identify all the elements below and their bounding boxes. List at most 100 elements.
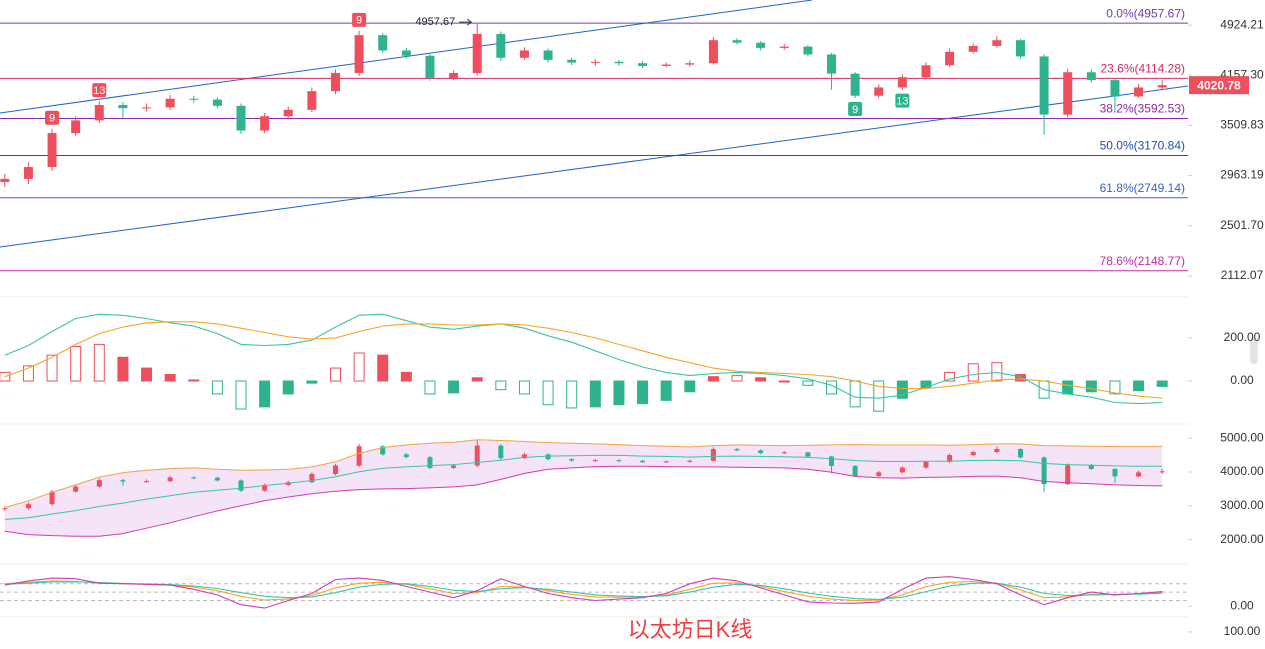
td-marker: 9 [852, 104, 858, 116]
candle-body [212, 99, 222, 106]
mini-candle-body [923, 461, 929, 468]
candle-body [118, 105, 128, 109]
candle-body [1157, 85, 1167, 88]
candle-body [236, 105, 246, 131]
candle-body [307, 91, 317, 110]
candle-body [590, 61, 600, 63]
fib-label: 50.0%(3170.84) [1100, 139, 1185, 153]
macd-bar [400, 371, 412, 382]
y-tick-label: 3000.00 [1220, 498, 1264, 512]
td-marker-box [352, 12, 367, 27]
mini-candle-body [781, 452, 787, 454]
macd-bar [1085, 380, 1097, 393]
macd-bar [778, 380, 790, 383]
candle-body [756, 42, 766, 48]
y-tick-label: 2963.19 [1220, 168, 1264, 182]
panel-handle[interactable] [1250, 338, 1258, 364]
mini-candle-body [640, 460, 646, 463]
y-tick-label: 4924.21 [1220, 17, 1264, 31]
mini-candle-body [191, 477, 197, 479]
td-marker: 9 [356, 15, 362, 27]
macd-bar [353, 352, 365, 382]
macd-bar [46, 354, 58, 382]
mini-candle-body [616, 460, 622, 462]
band-fill [4, 439, 1163, 537]
macd-bar [1062, 380, 1074, 395]
high-label: 4957.67 [415, 16, 455, 28]
candle-body [71, 120, 81, 134]
macd-bar [377, 354, 389, 382]
macd-bar [896, 380, 908, 399]
candle-body [449, 72, 459, 78]
td-marker: 13 [896, 96, 908, 108]
mini-candle-body [262, 484, 268, 491]
mini-candle-body [356, 446, 362, 466]
mini-candle-body [96, 480, 102, 487]
mini-candle-body [710, 448, 716, 461]
macd-bar [684, 380, 696, 393]
mini-candle-body [25, 504, 31, 509]
candle-body [330, 72, 340, 92]
y-tick-label: 2112.07 [1221, 268, 1264, 282]
y-tick-label: 3509.83 [1220, 118, 1264, 132]
macd-bar [660, 380, 672, 401]
mini-candle-body [214, 477, 220, 481]
mini-candle-body [120, 480, 126, 482]
mini-candle-body [970, 452, 976, 456]
candle-body [897, 77, 907, 88]
macd-bar [944, 371, 956, 382]
mini-candle-body [829, 456, 835, 466]
y-tick-label: 0.00 [1230, 373, 1254, 387]
macd-bar [849, 380, 861, 408]
mini-candle-body [403, 454, 409, 458]
candle-body [850, 73, 860, 96]
td-marker-box [45, 110, 60, 125]
mini-candle-body [734, 448, 740, 451]
macd-bar [518, 380, 530, 395]
kdj-line [4, 581, 1163, 600]
macd-bar [259, 380, 271, 408]
mini-candle-body [1065, 465, 1071, 485]
macd-bar [566, 380, 578, 409]
candle-body [496, 33, 506, 58]
macd-bar [613, 380, 625, 406]
mini-candle-body [498, 445, 504, 459]
kdj-line [4, 580, 1163, 602]
y-tick-label: 4000.00 [1220, 464, 1264, 478]
macd-bar [495, 380, 507, 391]
y-tick-label: 200.00 [1224, 330, 1261, 344]
band-line [4, 465, 1163, 537]
mini-candle-body [592, 460, 598, 462]
fib-label: 23.6%(4114.28) [1100, 62, 1185, 76]
mini-candle-body [2, 508, 8, 510]
candle-body [1039, 56, 1049, 115]
td-marker: 9 [49, 113, 55, 125]
macd-bar [448, 380, 460, 394]
last-price-label: 4020.78 [1197, 78, 1241, 92]
mini-candle-body [1088, 465, 1094, 469]
mini-candle-body [663, 461, 669, 463]
y-tick-label: 0.00 [1230, 598, 1254, 612]
candle-body [945, 51, 955, 66]
candle-body [165, 98, 175, 108]
mini-candle-body [687, 460, 693, 462]
macd-bar [731, 375, 743, 382]
macd-bar [1133, 380, 1145, 392]
td-marker-box [848, 102, 863, 117]
candle-body [921, 65, 931, 78]
macd-bar [589, 380, 601, 408]
mini-candle-body [994, 448, 1000, 453]
y-tick-label: 2501.70 [1220, 218, 1264, 232]
fib-label: 61.8%(2749.14) [1100, 181, 1185, 195]
band-line [4, 439, 1163, 508]
macd-bar [802, 380, 814, 386]
trend-line [0, 85, 1189, 248]
candle-body [94, 105, 104, 121]
macd-bar [188, 379, 200, 382]
td-marker-box [895, 93, 910, 108]
mini-candle-body [309, 474, 315, 483]
candle-body [354, 35, 364, 73]
macd-bar [755, 377, 767, 382]
y-tick-label: 2000.00 [1220, 532, 1264, 546]
